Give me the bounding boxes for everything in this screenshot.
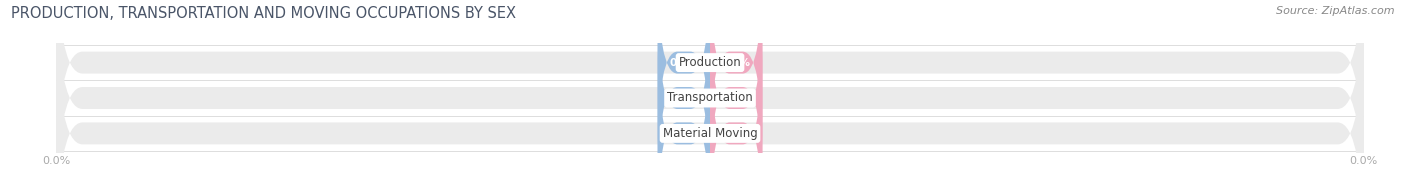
Text: Material Moving: Material Moving [662, 127, 758, 140]
Text: Source: ZipAtlas.com: Source: ZipAtlas.com [1277, 6, 1395, 16]
FancyBboxPatch shape [658, 3, 710, 193]
Text: PRODUCTION, TRANSPORTATION AND MOVING OCCUPATIONS BY SEX: PRODUCTION, TRANSPORTATION AND MOVING OC… [11, 6, 516, 21]
FancyBboxPatch shape [710, 0, 762, 158]
FancyBboxPatch shape [56, 3, 1364, 196]
FancyBboxPatch shape [658, 38, 710, 196]
FancyBboxPatch shape [56, 0, 1364, 196]
FancyBboxPatch shape [658, 0, 710, 158]
FancyBboxPatch shape [710, 3, 762, 193]
FancyBboxPatch shape [710, 38, 762, 196]
Text: 0.0%: 0.0% [721, 58, 751, 68]
Text: Production: Production [679, 56, 741, 69]
FancyBboxPatch shape [56, 0, 1364, 193]
Text: Transportation: Transportation [668, 92, 752, 104]
Text: 0.0%: 0.0% [669, 128, 699, 138]
Text: 0.0%: 0.0% [669, 58, 699, 68]
Text: 0.0%: 0.0% [669, 93, 699, 103]
Text: 0.0%: 0.0% [721, 93, 751, 103]
Text: 0.0%: 0.0% [721, 128, 751, 138]
